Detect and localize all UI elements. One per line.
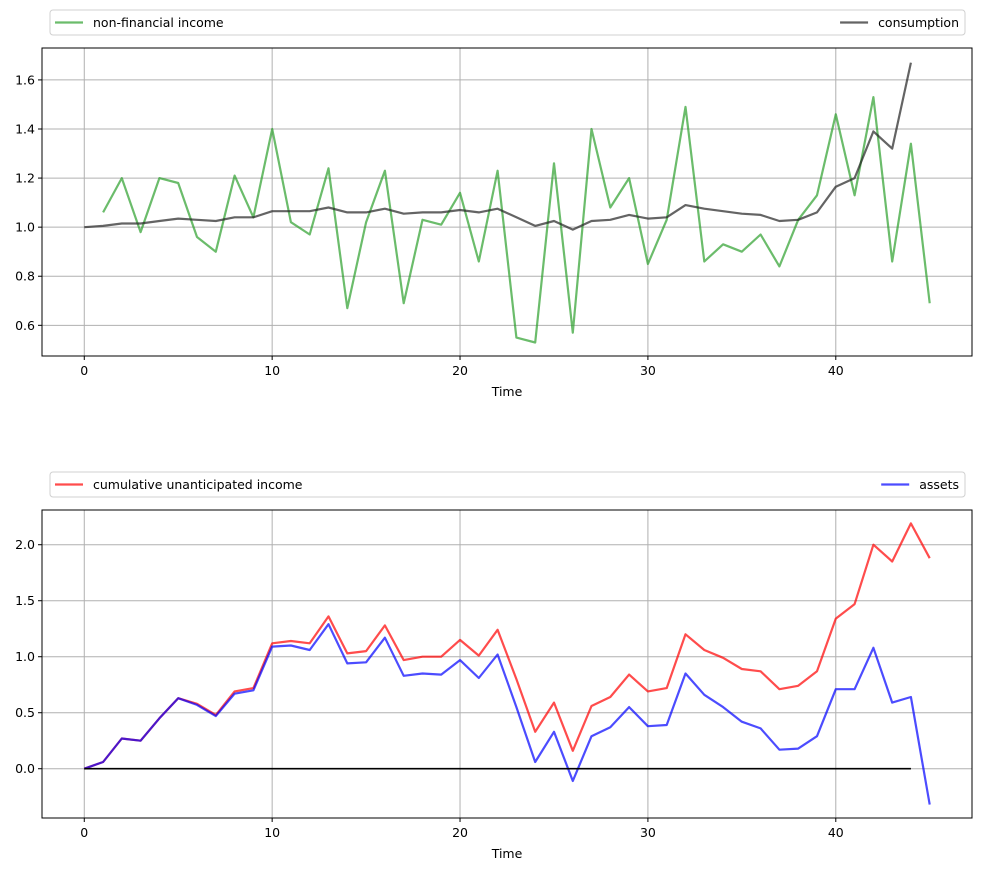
subplot-1: 0 10 20 30 40 0.6 0.8 1.0 1.2 1.4 1.6 Time non-finan… [15, 9, 973, 399]
axes-frame [41, 509, 973, 819]
series-line-non-financial-income [102, 95, 931, 344]
x-tick-label: 10 [264, 825, 280, 840]
x-tick-label: 0 [80, 363, 88, 378]
y-tick-label: 2.0 [15, 537, 35, 552]
x-tick-label: 20 [452, 363, 468, 378]
y-tick-label: 1.2 [15, 171, 35, 186]
y-tick-label: 1.0 [15, 649, 35, 664]
y-tick-label: 0.6 [15, 318, 35, 333]
x-tick-label: 30 [640, 825, 656, 840]
legend: non-financial income consumption [49, 9, 966, 36]
legend-label: non-financial income [93, 15, 224, 30]
x-tick-label: 30 [640, 363, 656, 378]
x-tick-label: 40 [828, 825, 844, 840]
y-tick-label: 1.4 [15, 121, 35, 136]
legend-box [49, 9, 966, 36]
y-tick-label: 1.6 [15, 72, 35, 87]
y-tick-label: 0.0 [15, 761, 35, 776]
x-tick-label: 10 [264, 363, 280, 378]
x-tick-label: 20 [452, 825, 468, 840]
x-axis-label: Time [491, 384, 523, 399]
x-tick-label: 40 [828, 363, 844, 378]
legend-box [49, 471, 966, 498]
x-tick-label: 0 [80, 825, 88, 840]
legend-label: assets [919, 477, 959, 492]
subplot-2: 0 10 20 30 40 0.0 0.5 1.0 1.5 2.0 Time cumulative u… [15, 471, 973, 861]
y-tick-label: 1.0 [15, 220, 35, 235]
series-line-assets [83, 623, 931, 805]
legend: cumulative unanticipated income assets [49, 471, 966, 498]
y-tick-label: 0.8 [15, 269, 35, 284]
y-tick-label: 0.5 [15, 705, 35, 720]
legend-label: cumulative unanticipated income [93, 477, 303, 492]
y-tick-label: 1.5 [15, 593, 35, 608]
x-axis-label: Time [491, 846, 523, 861]
axes-frame [41, 47, 973, 357]
series-line-cumulative-unanticipated-income [83, 522, 931, 770]
legend-label: consumption [878, 15, 959, 30]
series-line-consumption [84, 62, 912, 231]
